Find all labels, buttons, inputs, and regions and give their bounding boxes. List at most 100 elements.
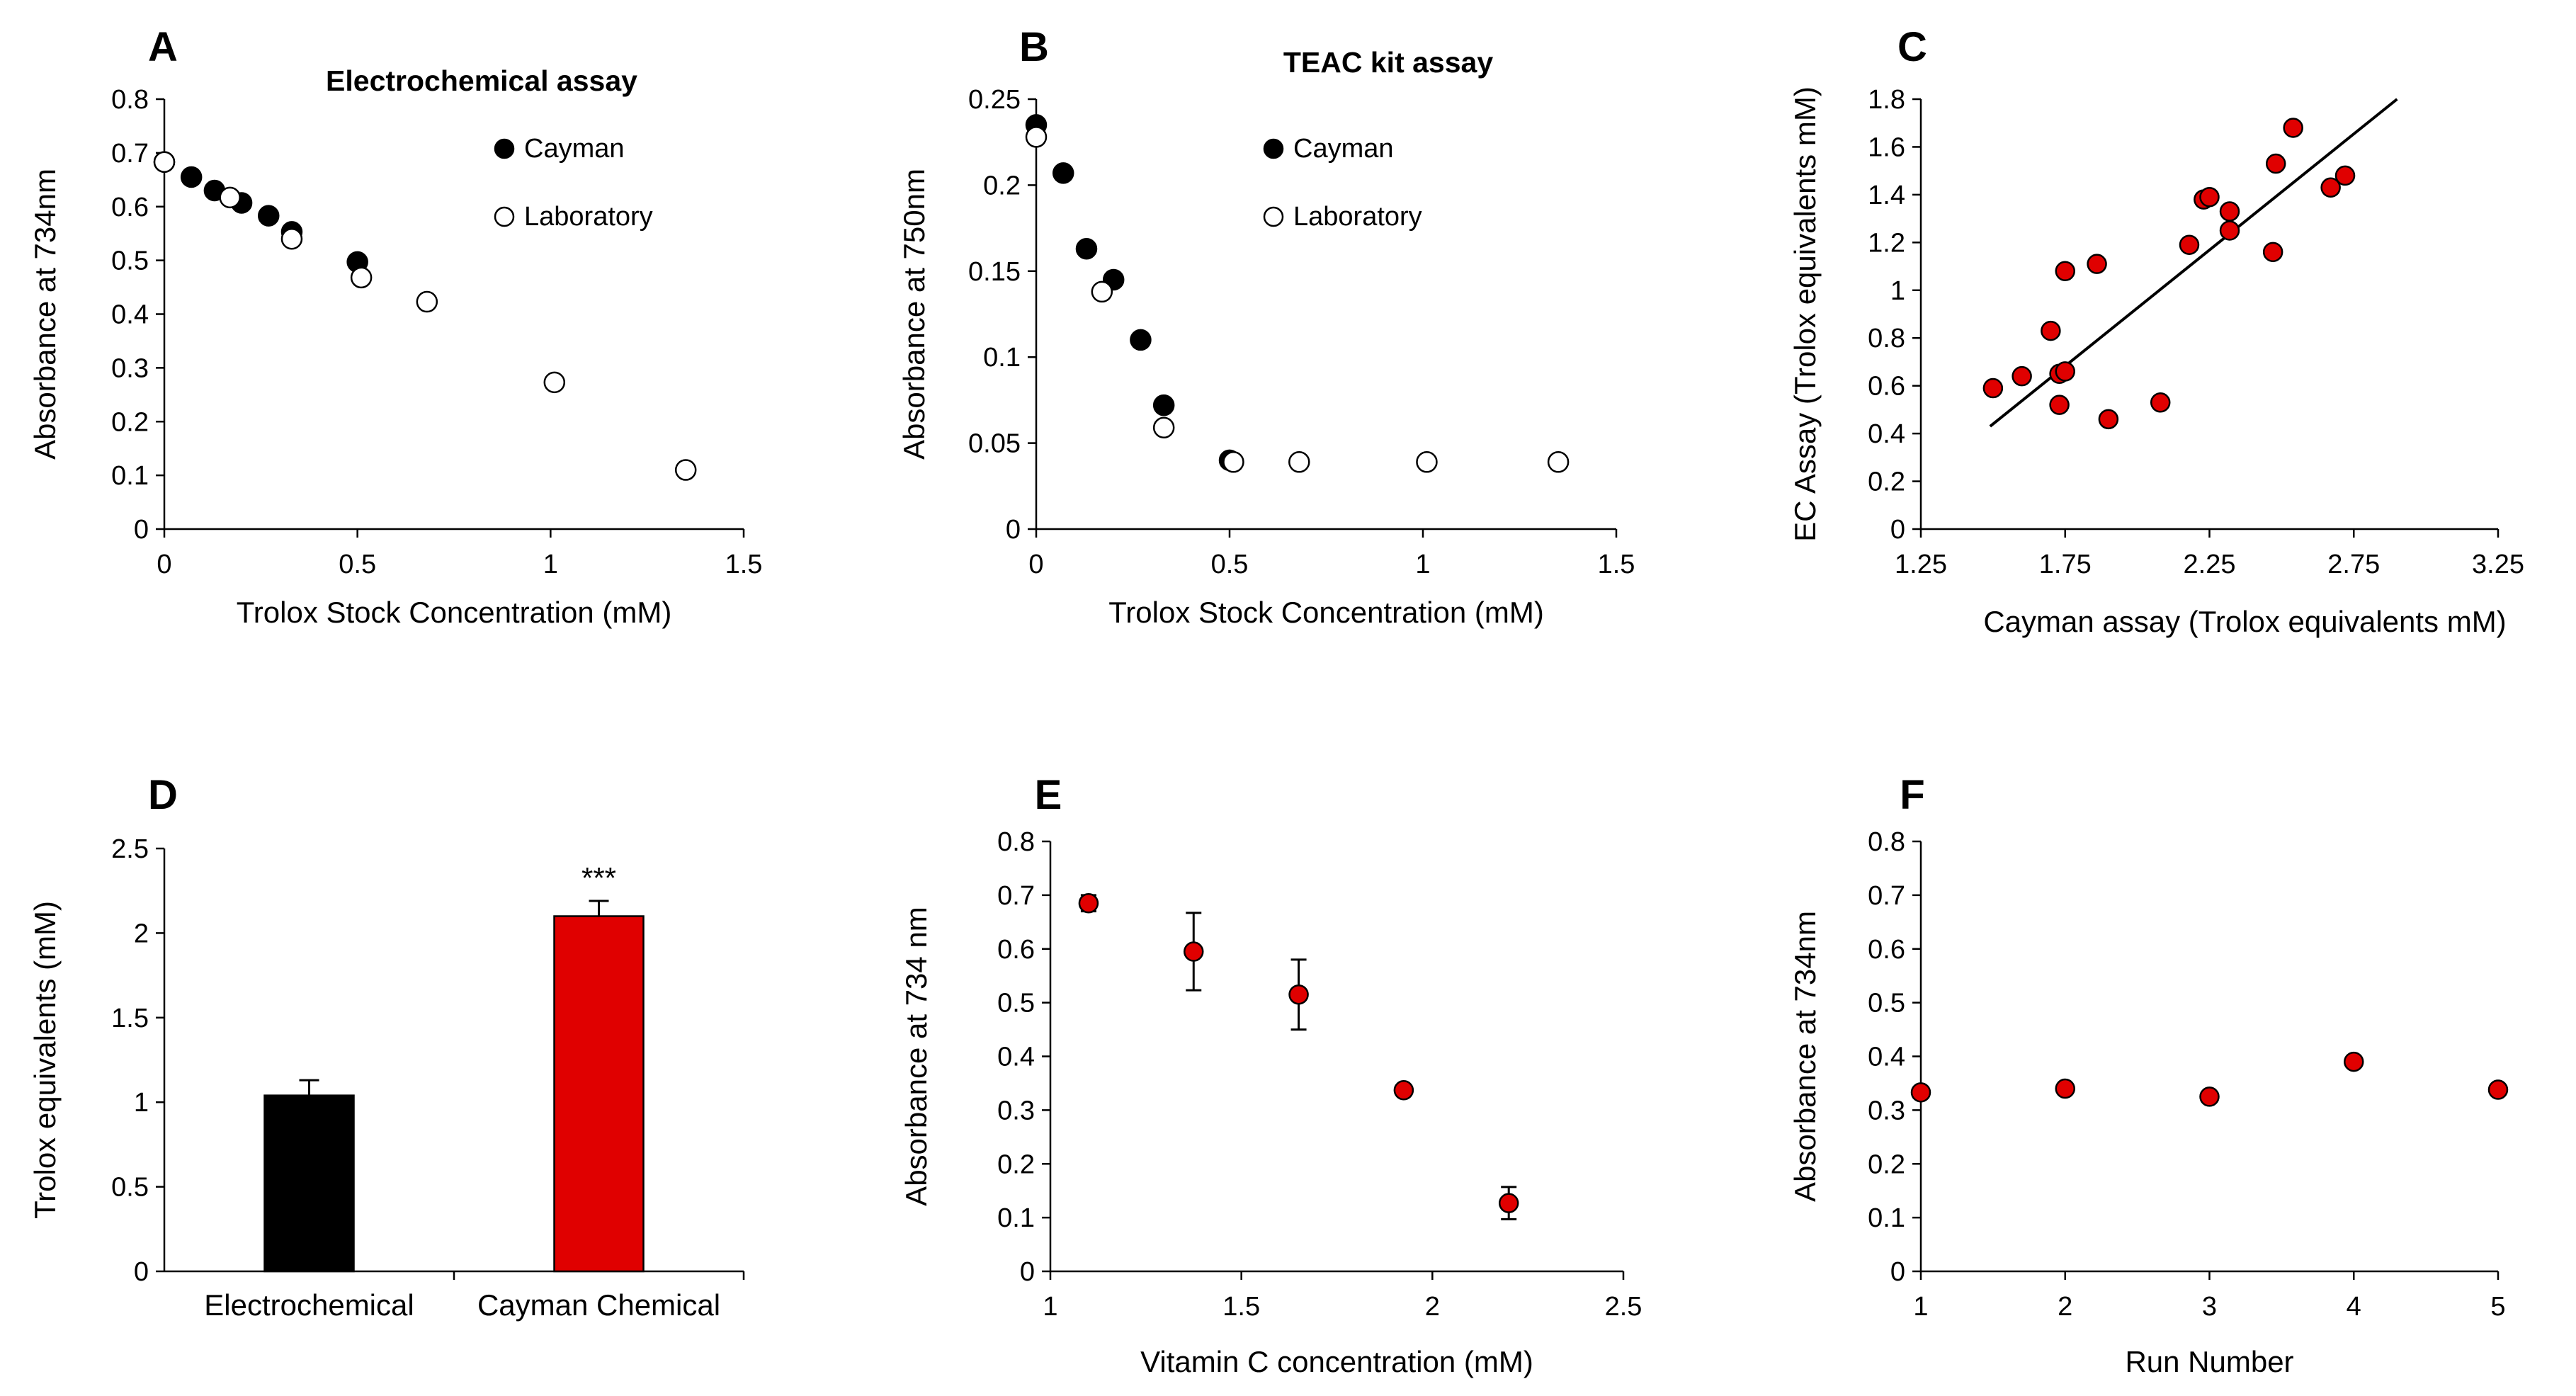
y-tick-label: 1 <box>134 1088 149 1118</box>
panel-d: D 0 0.5 1 1.5 2 2.5 Trolox equivalents (mM) Elec… <box>28 772 745 1322</box>
legend-entry-cayman: Cayman <box>1293 134 1394 164</box>
panel-label: A <box>148 24 178 70</box>
legend-marker-cayman <box>494 138 515 159</box>
data-point-laboratory <box>674 459 697 481</box>
y-tick-label: 2.5 <box>111 834 149 864</box>
data-point-runs <box>2199 1086 2220 1107</box>
data-point-samples <box>2012 365 2032 387</box>
data-point-samples <box>2098 409 2119 430</box>
y-tick-label: 0.8 <box>997 827 1035 857</box>
data-point-runs <box>2487 1079 2509 1100</box>
data-point-laboratory <box>280 228 303 250</box>
data-point-samples <box>2055 261 2075 282</box>
x-tick-label: 5 <box>2490 1292 2505 1322</box>
y-axis-label: Absorbance at 734nm <box>28 169 62 460</box>
y-tick-label: 0.1 <box>997 1203 1035 1233</box>
data-point-vitamin-c <box>1184 941 1204 962</box>
x-tick-label: 1 <box>1043 1292 1057 1322</box>
data-point-laboratory <box>1025 126 1048 148</box>
y-tick-label: 1 <box>1890 276 1905 306</box>
x-tick-label: 0.5 <box>339 550 376 579</box>
data-point-laboratory <box>1547 451 1570 473</box>
data-point-laboratory <box>1222 451 1244 473</box>
data-point-samples <box>2150 392 2171 413</box>
y-tick-label: 0.8 <box>1868 827 1905 857</box>
data-point-vitamin-c <box>1393 1080 1414 1101</box>
y-tick-label: 0.2 <box>111 407 149 437</box>
x-axis-label: Trolox Stock Concentration (mM) <box>237 596 672 629</box>
data-point-samples <box>2199 187 2220 208</box>
y-tick-label: 0.6 <box>997 935 1035 965</box>
data-point-samples <box>1982 378 2004 399</box>
data-point-samples <box>2049 395 2070 415</box>
data-point-laboratory <box>416 290 438 313</box>
x-tick-label: 1 <box>1913 1292 1928 1322</box>
y-tick-label: 0.6 <box>1868 935 1905 965</box>
x-tick-label: 0.5 <box>1211 550 1249 579</box>
y-tick-label: 0.4 <box>997 1043 1035 1072</box>
x-tick-label: 0 <box>1028 550 1043 579</box>
panel-label: D <box>148 772 178 818</box>
data-point-samples <box>2087 254 2107 274</box>
y-axis-label: Absorbance at 750nm <box>897 169 931 460</box>
y-tick-label: 1.8 <box>1868 85 1905 115</box>
y-tick-label: 0.05 <box>968 429 1021 459</box>
data-point-laboratory <box>1416 451 1438 473</box>
bar-electrochemical <box>263 1094 355 1273</box>
x-tick-label: 2.5 <box>1605 1292 1642 1322</box>
panel-f: F 0 0.1 0.2 0.3 0.4 0.5 0.6 0.7 0.8 1 2 3 4 5 Run Numbe… <box>1788 772 2509 1378</box>
y-tick-label: 0 <box>1006 515 1021 545</box>
y-tick-label: 0.3 <box>1868 1096 1905 1125</box>
x-axis-label: Run Number <box>2125 1345 2293 1378</box>
x-tick-label: 1 <box>1415 550 1430 579</box>
data-point-vitamin-c <box>1078 893 1099 914</box>
y-axis-label: Absorbance at 734nm <box>1788 911 1822 1202</box>
y-tick-label: 0.7 <box>111 139 149 169</box>
data-point-laboratory <box>219 186 241 209</box>
data-point-laboratory <box>1152 416 1175 438</box>
data-point-runs <box>2055 1078 2075 1099</box>
y-tick-label: 0.15 <box>968 257 1021 287</box>
data-point-vitamin-c <box>1288 984 1309 1005</box>
y-tick-label: 0.6 <box>1868 372 1905 402</box>
y-tick-label: 0.1 <box>111 461 149 491</box>
y-axis-label: Absorbance at 734 nm <box>900 907 933 1206</box>
x-axis-label: Trolox Stock Concentration (mM) <box>1108 596 1544 629</box>
x-tick-label: 3 <box>2202 1292 2217 1322</box>
panel-title: TEAC kit assay <box>1283 46 1493 79</box>
y-tick-label: 0.8 <box>111 85 149 115</box>
y-tick-label: 1.4 <box>1868 181 1905 210</box>
y-tick-label: 0.3 <box>111 353 149 383</box>
panel-label: E <box>1035 772 1062 818</box>
panel-b: B TEAC kit assay 0 0.05 0.1 0.15 0.2 0.25 0 0.5 1 1… <box>897 24 1635 629</box>
data-point-samples <box>2219 201 2240 222</box>
data-point-samples <box>2219 220 2240 241</box>
x-tick-label: 2.75 <box>2327 550 2380 579</box>
y-tick-label: 0.5 <box>1868 989 1905 1018</box>
data-point-laboratory <box>153 151 176 174</box>
legend-entry-cayman: Cayman <box>524 134 625 164</box>
x-tick-label: 4 <box>2347 1292 2361 1322</box>
data-point-samples <box>2055 361 2075 382</box>
x-tick-label: 2 <box>1425 1292 1440 1322</box>
x-axis-label: Cayman assay (Trolox equivalents mM) <box>1983 605 2506 638</box>
data-point-cayman <box>257 205 280 227</box>
y-tick-label: 0 <box>1890 1257 1905 1287</box>
y-tick-label: 0.4 <box>1868 1043 1905 1072</box>
y-tick-label: 0 <box>134 1257 149 1287</box>
data-point-laboratory <box>1288 451 1310 473</box>
x-tick-label: 0 <box>157 550 171 579</box>
y-tick-label: 1.2 <box>1868 228 1905 258</box>
x-tick-label: 1.5 <box>1222 1292 1260 1322</box>
data-point-cayman <box>1052 162 1074 184</box>
panel-c: C 0 0.2 0.4 0.6 0.8 1 1.2 1.4 1.6 1.8 1.25 1.75 2.25 2… <box>1788 24 2524 638</box>
data-point-runs <box>1910 1082 1931 1103</box>
data-point-samples <box>2262 242 2283 263</box>
y-tick-label: 0.2 <box>997 1150 1035 1179</box>
y-tick-label: 0 <box>1890 515 1905 545</box>
data-point-cayman <box>1130 329 1152 351</box>
y-axis-label: Trolox equivalents (mM) <box>28 901 62 1219</box>
y-tick-label: 0.5 <box>997 989 1035 1018</box>
legend-entry-laboratory: Laboratory <box>1293 202 1422 232</box>
panel-a: A Electrochemical assay 0 0.1 0.2 0.3 0.4 0.5 0.… <box>28 24 762 629</box>
